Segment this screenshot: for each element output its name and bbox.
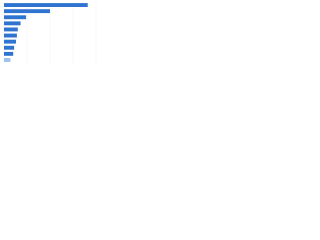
page: (() => { const data = JSON.parse(documen… [0, 0, 320, 71]
bar [4, 15, 27, 20]
bar [4, 33, 17, 38]
bar [4, 39, 16, 44]
bar [4, 21, 21, 26]
bar [4, 45, 15, 50]
bar [4, 9, 50, 14]
bar [4, 57, 11, 62]
bar [4, 3, 88, 8]
bar [4, 27, 18, 32]
chart [3, 2, 97, 63]
bar [4, 51, 14, 56]
